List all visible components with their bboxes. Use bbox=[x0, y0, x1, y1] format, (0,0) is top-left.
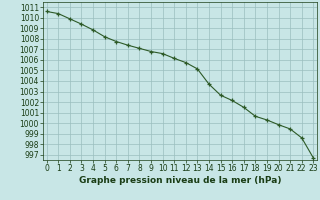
X-axis label: Graphe pression niveau de la mer (hPa): Graphe pression niveau de la mer (hPa) bbox=[79, 176, 281, 185]
